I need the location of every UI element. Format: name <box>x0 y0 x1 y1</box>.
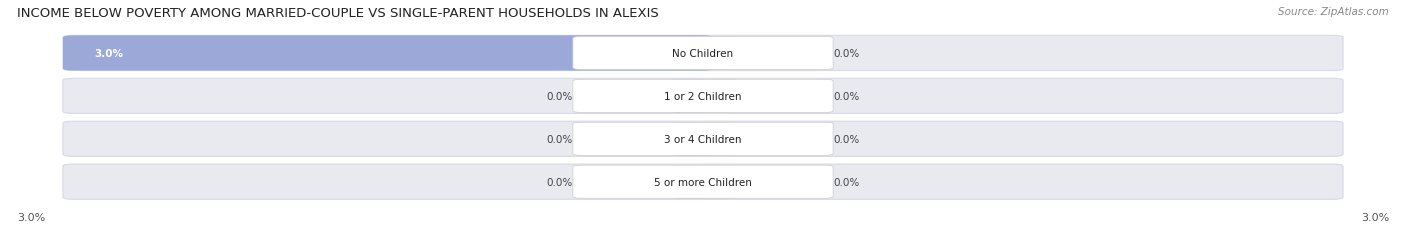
Text: 3.0%: 3.0% <box>94 49 124 59</box>
Text: No Children: No Children <box>672 49 734 59</box>
Text: 3.0%: 3.0% <box>17 212 45 222</box>
FancyBboxPatch shape <box>672 122 709 156</box>
FancyBboxPatch shape <box>63 122 1343 157</box>
Text: 1 or 2 Children: 1 or 2 Children <box>664 91 742 101</box>
FancyBboxPatch shape <box>572 123 834 156</box>
FancyBboxPatch shape <box>572 80 834 113</box>
Text: INCOME BELOW POVERTY AMONG MARRIED-COUPLE VS SINGLE-PARENT HOUSEHOLDS IN ALEXIS: INCOME BELOW POVERTY AMONG MARRIED-COUPL… <box>17 7 658 20</box>
Text: 0.0%: 0.0% <box>834 49 859 59</box>
FancyBboxPatch shape <box>697 165 734 199</box>
FancyBboxPatch shape <box>63 36 1343 71</box>
FancyBboxPatch shape <box>697 80 734 113</box>
Text: 0.0%: 0.0% <box>547 91 572 101</box>
FancyBboxPatch shape <box>63 36 713 71</box>
Text: 3.0%: 3.0% <box>1361 212 1389 222</box>
FancyBboxPatch shape <box>697 37 734 70</box>
Text: Source: ZipAtlas.com: Source: ZipAtlas.com <box>1278 7 1389 17</box>
FancyBboxPatch shape <box>672 80 709 113</box>
Text: 0.0%: 0.0% <box>547 134 572 144</box>
Text: 0.0%: 0.0% <box>834 177 859 187</box>
Text: 0.0%: 0.0% <box>834 91 859 101</box>
FancyBboxPatch shape <box>63 164 1343 199</box>
FancyBboxPatch shape <box>63 79 1343 114</box>
FancyBboxPatch shape <box>572 37 834 70</box>
FancyBboxPatch shape <box>697 122 734 156</box>
Text: 3 or 4 Children: 3 or 4 Children <box>664 134 742 144</box>
Text: 0.0%: 0.0% <box>547 177 572 187</box>
FancyBboxPatch shape <box>572 165 834 198</box>
Text: 0.0%: 0.0% <box>834 134 859 144</box>
FancyBboxPatch shape <box>672 165 709 199</box>
Text: 5 or more Children: 5 or more Children <box>654 177 752 187</box>
